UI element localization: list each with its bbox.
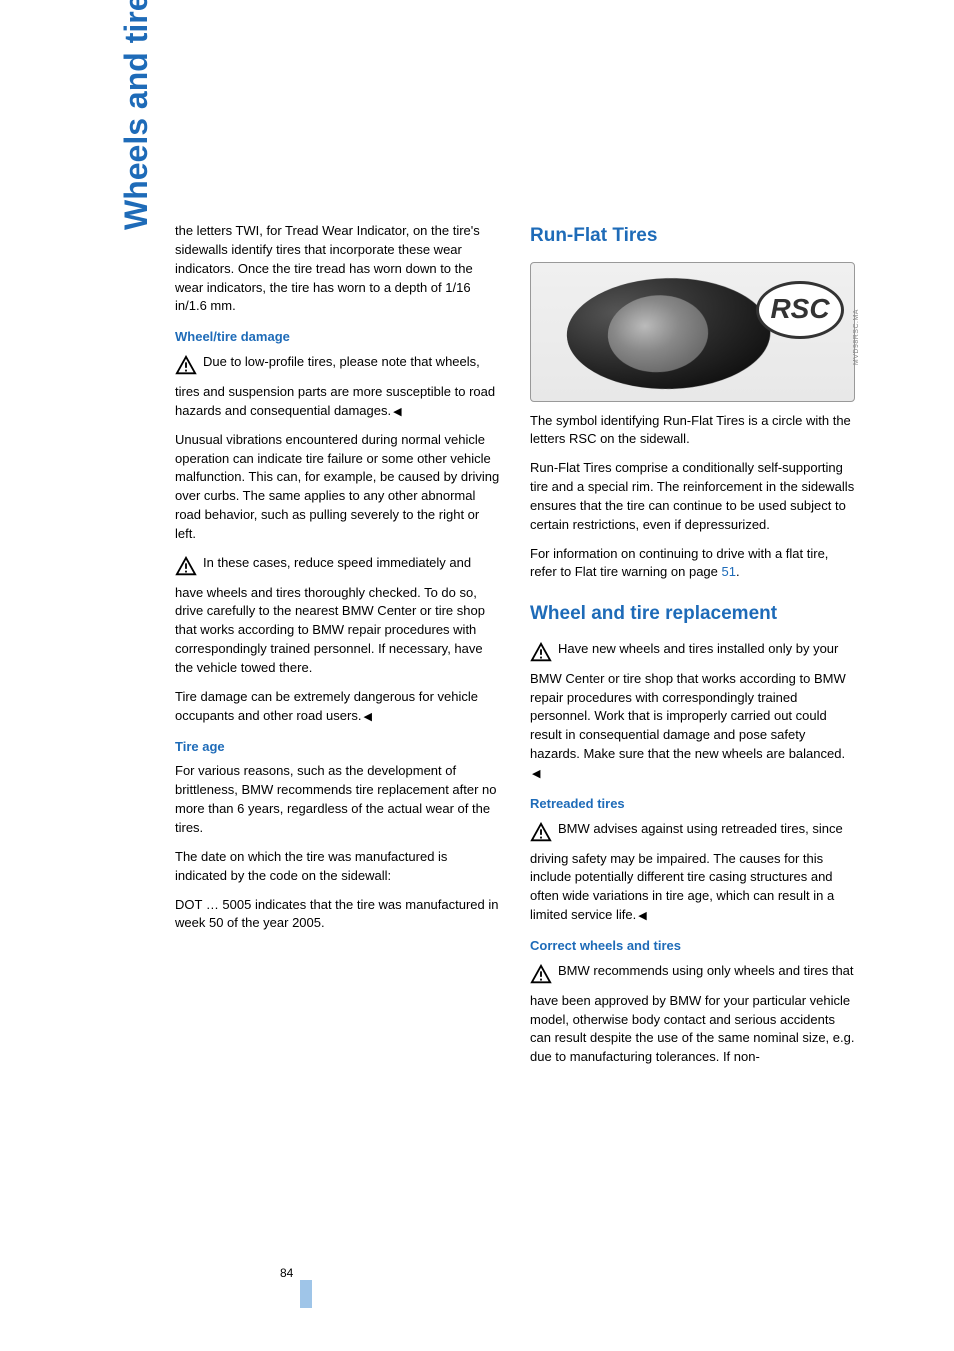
end-mark-icon: ◀ xyxy=(363,710,371,726)
retreaded-tires-heading: Retreaded tires xyxy=(530,795,855,814)
wheel-tire-replacement-heading: Wheel and tire replacement xyxy=(530,600,855,628)
end-mark-icon: ◀ xyxy=(638,909,646,925)
correct-wheels-warning: BMW recommends using only wheels and tir… xyxy=(530,962,855,1067)
tire-age-paragraph-1: For various reasons, such as the develop… xyxy=(175,762,500,837)
page-number: 84 xyxy=(280,1265,293,1282)
page-reference-link[interactable]: 51 xyxy=(722,564,736,579)
run-flat-tires-heading: Run-Flat Tires xyxy=(530,222,855,250)
tire-illustration xyxy=(564,269,772,397)
wheel-damage-warning-2b: Tire damage can be extremely dangerous f… xyxy=(175,688,500,726)
warning-text: Tire damage can be extremely dangerous f… xyxy=(175,689,478,723)
content-area: the letters TWI, for Tread Wear Indicato… xyxy=(175,222,855,1077)
tire-age-paragraph-2: The date on which the tire was manufactu… xyxy=(175,848,500,886)
rsc-badge: RSC xyxy=(756,281,844,339)
warning-icon xyxy=(175,355,197,383)
retreaded-warning: BMW advises against using retreaded tire… xyxy=(530,820,855,925)
warning-text: BMW advises against using retreaded tire… xyxy=(530,821,843,922)
warning-icon xyxy=(175,556,197,584)
correct-wheels-tires-heading: Correct wheels and tires xyxy=(530,937,855,956)
warning-icon xyxy=(530,642,552,670)
intro-paragraph: the letters TWI, for Tread Wear Indicato… xyxy=(175,222,500,316)
warning-text: Have new wheels and tires installed only… xyxy=(530,641,846,761)
warning-text: In these cases, reduce speed immediately… xyxy=(175,555,485,675)
wheel-damage-warning-1: Due to low-profile tires, please note th… xyxy=(175,353,500,421)
text: . xyxy=(736,564,740,579)
tire-age-heading: Tire age xyxy=(175,738,500,757)
right-column: Run-Flat Tires RSC MVD98RSC.MA The symbo… xyxy=(530,222,855,1077)
end-mark-icon: ◀ xyxy=(393,405,401,421)
replacement-warning: Have new wheels and tires installed only… xyxy=(530,640,855,783)
warning-text: BMW recommends using only wheels and tir… xyxy=(530,963,854,1064)
page-indicator-bar xyxy=(300,1280,312,1308)
end-mark-icon: ◀ xyxy=(532,767,540,783)
warning-icon xyxy=(530,964,552,992)
tire-age-paragraph-3: DOT … 5005 indicates that the tire was m… xyxy=(175,896,500,934)
wheel-tire-damage-heading: Wheel/tire damage xyxy=(175,328,500,347)
wheel-damage-paragraph-2: Unusual vibrations encountered during no… xyxy=(175,431,500,544)
runflat-paragraph-1: The symbol identifying Run-Flat Tires is… xyxy=(530,412,855,450)
text: For information on continuing to drive w… xyxy=(530,546,828,580)
warning-icon xyxy=(530,822,552,850)
warning-text: Due to low-profile tires, please note th… xyxy=(175,354,495,418)
wheel-damage-warning-2: In these cases, reduce speed immediately… xyxy=(175,554,500,678)
side-tab: Wheels and tires xyxy=(113,0,159,230)
runflat-paragraph-3: For information on continuing to drive w… xyxy=(530,545,855,583)
image-code-label: MVD98RSC.MA xyxy=(852,309,862,365)
runflat-paragraph-2: Run-Flat Tires comprise a conditionally … xyxy=(530,459,855,534)
left-column: the letters TWI, for Tread Wear Indicato… xyxy=(175,222,500,1077)
run-flat-tire-image: RSC MVD98RSC.MA xyxy=(530,262,855,402)
